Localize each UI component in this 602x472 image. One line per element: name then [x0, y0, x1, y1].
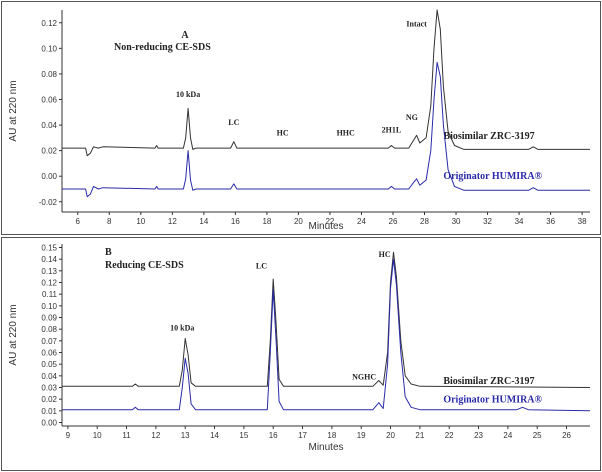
series-trace-biosimilar	[62, 9, 590, 157]
series-trace-biosimilar	[62, 251, 591, 388]
chart-panel-a: 6 8 10 12 14 16 18 20 22 24 26 28 30 32 34 36 38 -0.02 0.0…	[8, 9, 590, 232]
y-tick-label: 0.10	[41, 302, 57, 311]
y-tick-label: 0.01	[41, 407, 57, 416]
y-tick-label: 0.14	[41, 255, 57, 264]
x-tick-label: 12	[168, 217, 177, 226]
x-tick-label: 26	[562, 431, 571, 440]
y-axis-title: AU at 220 nm	[8, 304, 19, 365]
x-tick-label: 22	[325, 217, 334, 226]
x-tick-label: 10	[136, 217, 145, 226]
y-tick-label: 0.04	[41, 372, 57, 381]
y-tick-label: 0.00	[41, 419, 57, 428]
y-tick-label: 0.00	[41, 172, 57, 181]
x-tick-label: 12	[151, 431, 160, 440]
x-tick-label: 36	[546, 217, 555, 226]
y-tick-label: 0.12	[41, 279, 57, 288]
chart-panel-b: 9 10 11 12 13 14 15 16 17 18 19 20 21 22 23 24 25 26 0.00 0…	[8, 244, 591, 453]
peak-label: LC	[256, 262, 267, 271]
peak-label: HC	[379, 250, 391, 259]
y-tick-label: 0.07	[41, 337, 57, 346]
y-tick-label: 0.02	[41, 147, 57, 156]
x-tick-label: 21	[415, 431, 424, 440]
y-tick-label: 0.12	[41, 19, 57, 28]
y-tick-label: 0.15	[41, 244, 57, 253]
y-tick-label: 0.13	[41, 267, 57, 276]
x-tick-label: 11	[122, 431, 131, 440]
x-tick-label: 30	[452, 217, 461, 226]
x-tick-label: 10	[93, 431, 102, 440]
x-tick-label: 14	[199, 217, 208, 226]
peak-label: NG	[406, 113, 418, 122]
x-tick-label: 20	[386, 431, 395, 440]
peak-label: HC	[277, 128, 289, 137]
y-tick-label: 0.08	[41, 325, 57, 334]
x-tick-label: 34	[515, 217, 524, 226]
x-tick-label: 6	[76, 217, 81, 226]
x-tick-label: 19	[357, 431, 366, 440]
x-tick-label: 9	[66, 431, 71, 440]
x-tick-label: 13	[181, 431, 190, 440]
chart-layer: 6 8 10 12 14 16 18 20 22 24 26 28 30 32 34 36 38 -0.02 0.0…	[8, 9, 591, 453]
x-tick-label: 23	[474, 431, 483, 440]
x-tick-label: 18	[327, 431, 336, 440]
y-tick-label: 0.04	[41, 121, 57, 130]
x-tick-label: 18	[262, 217, 271, 226]
y-tick-label: 0.05	[41, 360, 57, 369]
series-label-originator: Originator HUMIRA®	[443, 395, 542, 406]
panel-title: Reducing CE-SDS	[105, 260, 184, 271]
series-label-biosimilar: Biosimilar ZRC-3197	[443, 376, 534, 387]
series-label-biosimilar: Biosimilar ZRC-3197	[443, 131, 534, 142]
y-tick-label: 0.11	[42, 290, 58, 299]
y-tick-label: 0.10	[41, 44, 57, 53]
x-tick-label: 22	[445, 431, 454, 440]
x-tick-label: 25	[533, 431, 542, 440]
peak-label: HHC	[337, 128, 355, 137]
x-tick-label: 24	[503, 431, 512, 440]
peak-label: Intact	[406, 20, 427, 29]
x-tick-label: 8	[107, 217, 112, 226]
panel-letter: A	[181, 30, 189, 41]
y-tick-label: 0.06	[41, 349, 57, 358]
panel-b-frame	[1, 237, 601, 471]
y-tick-label: 0.03	[41, 384, 57, 393]
x-tick-label: 16	[231, 217, 240, 226]
y-tick-label: 0.09	[41, 314, 57, 323]
panel-a-frame	[1, 1, 601, 235]
x-tick-label: 20	[294, 217, 303, 226]
x-tick-label: 38	[578, 217, 587, 226]
peak-label: LC	[228, 118, 239, 127]
panel-title: Non-reducing CE-SDS	[114, 42, 211, 53]
panel-letter: B	[105, 247, 112, 258]
series-trace-originator	[62, 258, 591, 412]
x-tick-label: 15	[239, 431, 248, 440]
x-tick-label: 28	[420, 217, 429, 226]
x-axis-title: Minutes	[308, 442, 343, 453]
y-tick-label: 0.02	[41, 395, 57, 404]
peak-label: 2H1L	[382, 126, 402, 135]
x-tick-label: 26	[389, 217, 398, 226]
series-trace-originator	[62, 61, 590, 198]
y-axis-title: AU at 220 nm	[8, 80, 19, 141]
x-tick-label: 14	[210, 431, 219, 440]
series-label-originator: Originator HUMIRA®	[443, 171, 542, 182]
peak-label: 10 kDa	[176, 90, 200, 99]
y-tick-label: 0.06	[41, 95, 57, 104]
y-tick-label: 0.08	[41, 70, 57, 79]
x-tick-label: 17	[298, 431, 307, 440]
y-tick-label: -0.02	[39, 198, 58, 207]
x-tick-label: 32	[483, 217, 492, 226]
x-tick-label: 24	[357, 217, 366, 226]
x-axis-title: Minutes	[308, 221, 343, 232]
peak-label: NGHC	[352, 372, 376, 381]
x-tick-label: 16	[269, 431, 278, 440]
peak-label: 10 kDa	[170, 323, 194, 332]
